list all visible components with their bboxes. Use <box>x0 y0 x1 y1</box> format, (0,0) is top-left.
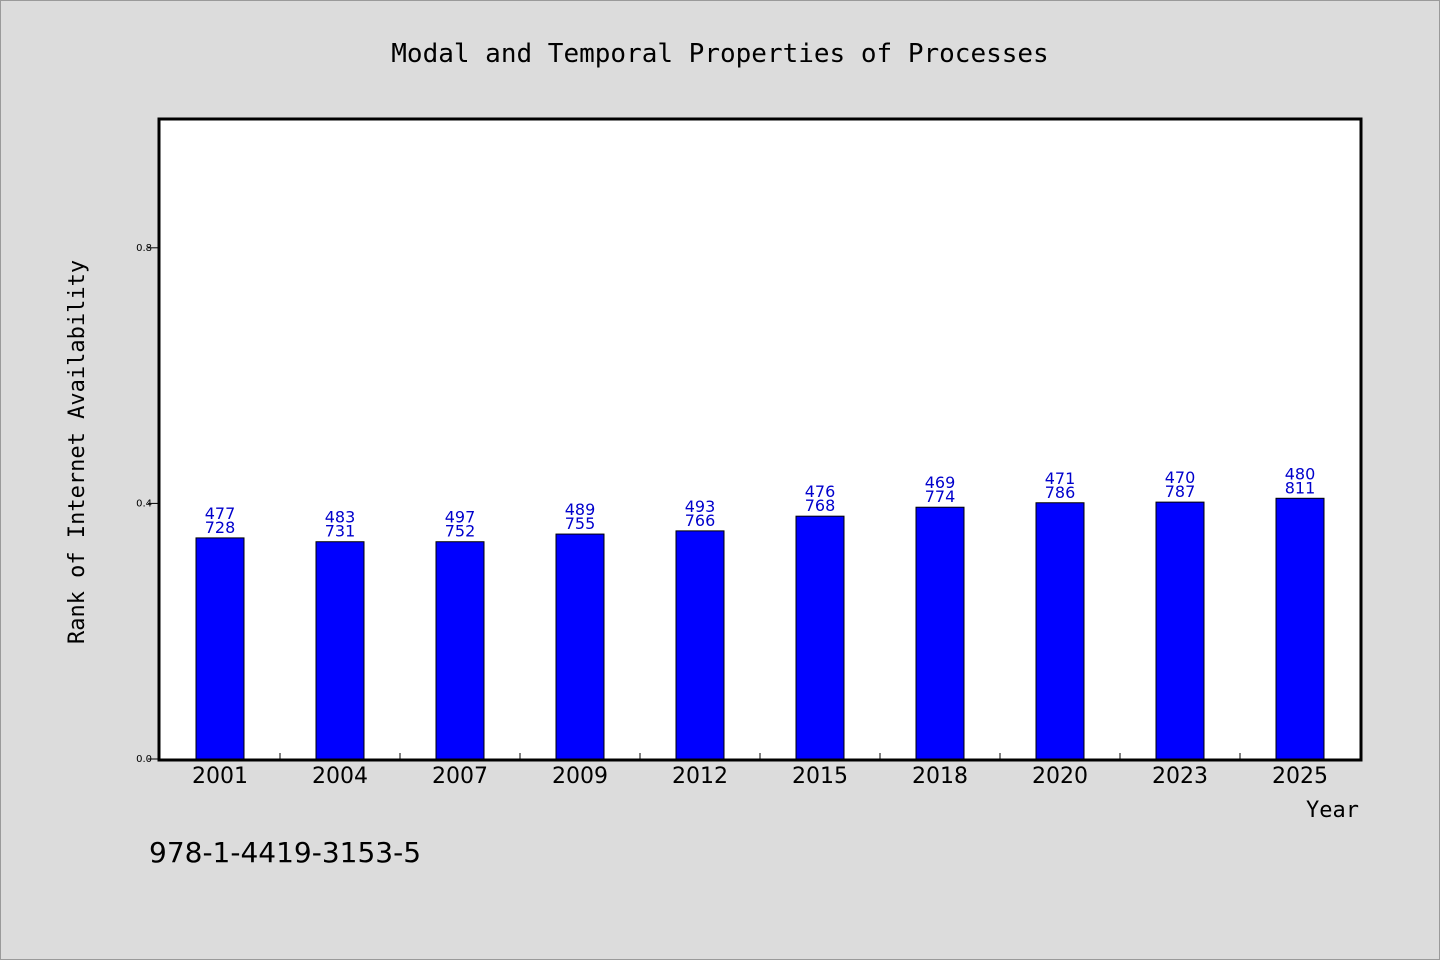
data-label-bottom: 811 <box>1285 478 1316 497</box>
y-axis: 0.0 0.4 0.8 <box>136 243 160 765</box>
data-label-bottom: 752 <box>445 522 476 541</box>
y-axis-label: Rank of Internet Availability <box>65 260 90 644</box>
data-label-top: 471 <box>1045 469 1076 488</box>
bar <box>315 541 365 760</box>
data-label-bottom: 774 <box>925 487 956 506</box>
data-label-top: 480 <box>1285 464 1316 483</box>
data-label-top: 469 <box>925 473 956 492</box>
bar <box>675 530 725 760</box>
data-label-bottom: 728 <box>205 518 236 537</box>
y-tick-label: 0.8 <box>136 243 152 254</box>
x-axis-label: Year <box>1306 798 1359 823</box>
data-label-top: 497 <box>445 508 476 527</box>
x-tick-label: 2009 <box>552 764 608 789</box>
y-tick-label: 0.0 <box>136 754 152 765</box>
x-tick-label: 2015 <box>792 764 848 789</box>
data-label-bottom: 768 <box>805 496 836 515</box>
bar <box>915 506 965 760</box>
bar <box>795 515 845 760</box>
bar <box>195 537 245 760</box>
data-label-bottom: 755 <box>565 514 596 533</box>
data-label-bottom: 766 <box>685 511 716 530</box>
bar <box>1155 501 1205 760</box>
isbn-text: 978-1-4419-3153-5 <box>149 836 421 869</box>
chart-title: Modal and Temporal Properties of Process… <box>391 39 1048 69</box>
x-tick-label: 2007 <box>432 764 488 789</box>
x-tick-label: 2001 <box>192 764 248 789</box>
y-tick-label: 0.4 <box>136 498 152 509</box>
data-label-bottom: 786 <box>1045 483 1076 502</box>
x-tick-label: 2004 <box>312 764 368 789</box>
bar <box>555 533 605 760</box>
x-tick-label: 2020 <box>1032 764 1088 789</box>
x-axis: 2001 2004 2007 2009 2012 2015 2018 2020 2023 2025 <box>192 753 1328 789</box>
x-tick-label: 2012 <box>672 764 728 789</box>
data-label-top: 476 <box>805 482 836 501</box>
data-label-bottom: 787 <box>1165 482 1196 501</box>
data-label-bottom: 731 <box>325 522 356 541</box>
x-tick-label: 2018 <box>912 764 968 789</box>
data-label-top: 470 <box>1165 468 1196 487</box>
bar <box>435 541 485 760</box>
data-label-top: 483 <box>325 508 356 527</box>
bar <box>1275 497 1325 760</box>
bar <box>1035 502 1085 760</box>
bars <box>195 497 1325 760</box>
x-tick-label: 2023 <box>1152 764 1208 789</box>
data-label-top: 493 <box>685 497 716 516</box>
data-label-top: 477 <box>205 504 236 523</box>
data-labels: 4777284837314977524897554937664767684697… <box>205 464 1316 540</box>
data-label-top: 489 <box>565 500 596 519</box>
x-tick-label: 2025 <box>1272 764 1328 789</box>
